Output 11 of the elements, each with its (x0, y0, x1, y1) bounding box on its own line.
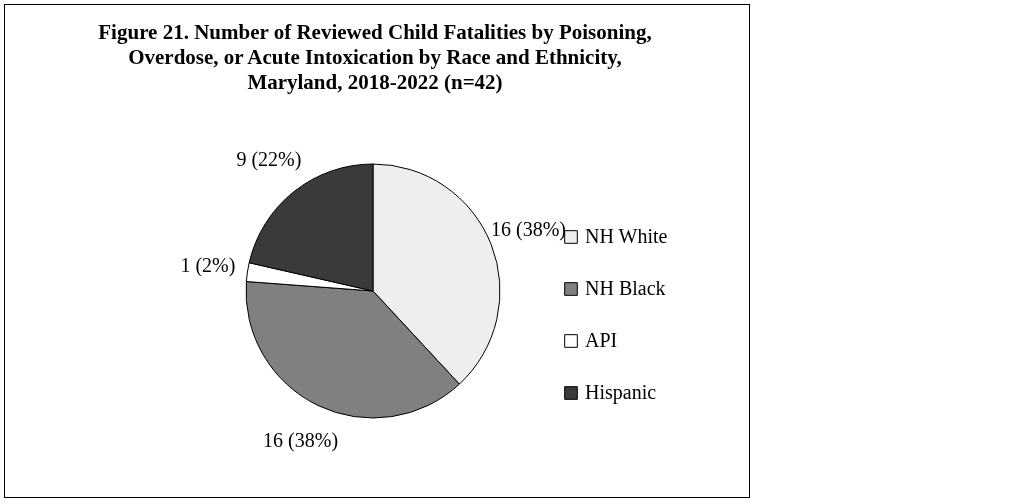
legend-label: API (585, 329, 618, 351)
data-label: 16 (38%) (490, 217, 566, 241)
data-label: 16 (38%) (263, 429, 339, 453)
text: Figure 21. Number of Reviewed Child Fatalities by Poisoning, (98, 20, 652, 44)
data-label: 9 (22%) (236, 148, 302, 172)
legend-label: NH White (585, 225, 668, 247)
legend-label: NH Black (585, 277, 666, 299)
text: Maryland, 2018-2022 (n=42) (247, 70, 503, 94)
legend-label: Hispanic (585, 381, 657, 404)
text: Overdose, or Acute Intoxication by Race and Ethnicity, (128, 45, 622, 69)
data-label: 1 (2%) (180, 254, 236, 278)
